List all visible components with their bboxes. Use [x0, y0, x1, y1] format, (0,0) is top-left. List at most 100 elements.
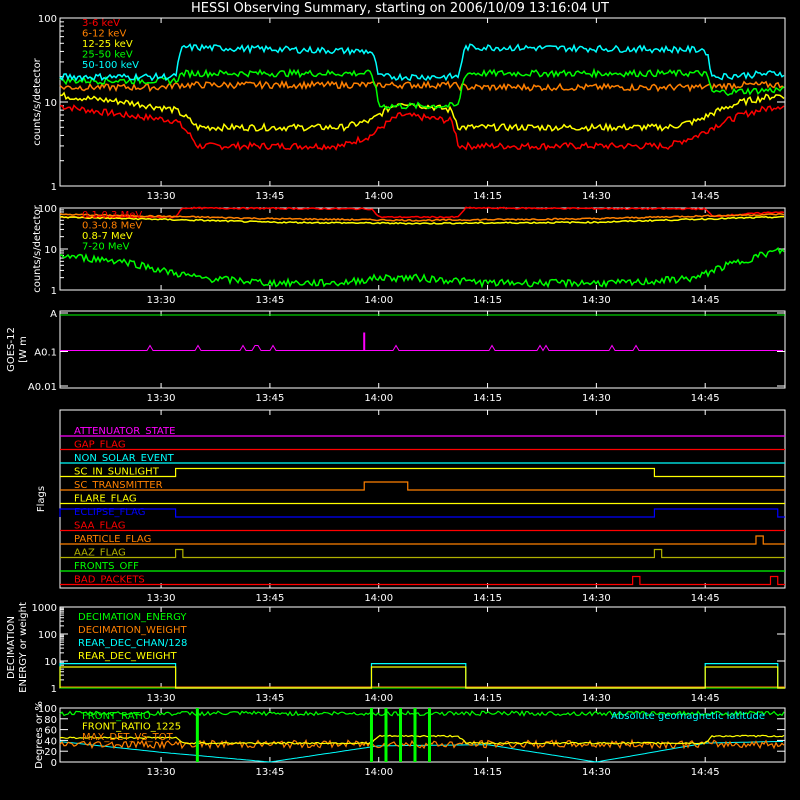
goes-ylabel-top: GOES-12 [6, 327, 17, 372]
counts_low-xtick-label: 14:15 [473, 191, 502, 202]
counts-high-series-line [59, 206, 785, 219]
goes-ylabel-bottom: [W m [18, 336, 29, 363]
flags-ylabel: Flags [36, 486, 47, 512]
decimation-legend-item: REAR_DEC_WEIGHT [78, 651, 177, 662]
flag-line [60, 467, 785, 478]
flags-xtick-label: 14:45 [691, 593, 720, 604]
ratios-ytick-label: 80 [44, 715, 57, 726]
decimation-xtick-label: 14:45 [691, 693, 720, 704]
counts_high-xtick-label: 14:00 [364, 295, 393, 306]
counts_high-ytick-label: 1 [51, 286, 57, 297]
counts_low-ytick-label: 10 [44, 98, 57, 109]
goes-ytick-label: A0.01 [28, 382, 57, 393]
flag-label: SAA_FLAG [74, 521, 125, 532]
counts_low-xtick-label: 13:30 [147, 191, 176, 202]
ratios-frame [59, 707, 786, 763]
decimation-ytick-label: 1 [51, 684, 57, 695]
counts-high-ylabel: counts/s/detector [32, 204, 43, 292]
ratios-ytick-label: 20 [44, 747, 57, 758]
ratios-xtick-label: 14:15 [473, 767, 502, 778]
ratios-xtick-label: 13:45 [255, 767, 284, 778]
counts_high-xtick-label: 13:30 [147, 295, 176, 306]
flag-line [60, 548, 785, 559]
goes-ytick-label: A0.1 [34, 348, 57, 359]
counts_low-xtick-label: 14:45 [691, 191, 720, 202]
ratios-xtick-label: 14:30 [582, 767, 611, 778]
flag-label: ATTENUATOR_STATE [74, 426, 175, 437]
ratios-xtick-label: 14:45 [691, 767, 720, 778]
decimation-ylabel-top: DECIMATION [6, 616, 17, 679]
flag-label: AAZ_FLAG [74, 548, 126, 559]
counts-low-series-line [59, 91, 785, 133]
decimation-series-line [59, 663, 785, 689]
goes-xtick-label: 14:30 [582, 393, 611, 404]
counts_low-legend-item: 6-12 keV [82, 29, 126, 40]
decimation-xtick-label: 14:30 [582, 693, 611, 704]
goes-xtick-label: 14:15 [473, 393, 502, 404]
goes-xtick-label: 14:45 [691, 393, 720, 404]
counts_high-ytick-label: 10 [44, 245, 57, 256]
ratios-xtick-label: 13:30 [147, 767, 176, 778]
counts_high-xtick-label: 14:30 [582, 295, 611, 306]
counts-high-series-line [59, 212, 785, 222]
decimation-xtick-label: 13:30 [147, 693, 176, 704]
decimation-legend-item: DECIMATION_ENERGY [78, 612, 187, 623]
ratios-front-line [59, 710, 785, 717]
decimation-series-line [59, 666, 785, 689]
decimation-xtick-label: 14:15 [473, 693, 502, 704]
counts_high-legend-item: 7-20 MeV [82, 242, 130, 253]
flag-label: SC_IN_SUNLIGHT [74, 467, 160, 478]
counts_low-ytick-label: 100 [38, 14, 57, 25]
flag-line [60, 481, 785, 491]
goes-xtick-label: 13:45 [255, 393, 284, 404]
flags-xtick-label: 14:30 [582, 593, 611, 604]
counts_high-xtick-label: 14:15 [473, 295, 502, 306]
ratios-ylabel: Degrees or % [34, 701, 45, 769]
flag-label: ECLIPSE_FLAG [74, 507, 145, 518]
counts_low-legend-item: 3-6 keV [82, 18, 120, 29]
counts_low-xtick-label: 14:30 [582, 191, 611, 202]
counts-low-ylabel: counts/s/detector [32, 57, 43, 145]
flag-label: FRONTS_OFF [74, 561, 139, 572]
goes-frame [59, 310, 786, 389]
flags-xtick-label: 14:00 [364, 593, 393, 604]
flag-label: BAD_PACKETS [74, 575, 145, 586]
chart-title: HESSI Observing Summary, starting on 200… [191, 1, 609, 16]
counts-high-series-line [60, 246, 785, 289]
counts_high-ytick-label: 100 [38, 204, 57, 215]
ratios-legend-item: FRONT_RATIO_1225 [82, 722, 181, 733]
flags-xtick-label: 13:45 [255, 593, 284, 604]
counts_low-legend-item: 50-100 keV [82, 60, 139, 71]
ratios-ytick-label: 100 [38, 704, 57, 715]
counts-low-series-line [59, 79, 785, 93]
counts_high-xtick-label: 13:45 [255, 295, 284, 306]
decimation-xtick-label: 13:45 [255, 693, 284, 704]
flag-label: GAP_FLAG [74, 440, 126, 451]
ratios-ytick-label: 0 [51, 758, 57, 769]
decimation-ylabel-bottom: ENERGY or weight [18, 602, 29, 693]
counts_low-ytick-label: 1 [51, 182, 57, 193]
goes-xtick-label: 14:00 [364, 393, 393, 404]
ratios-xtick-label: 14:00 [364, 767, 393, 778]
flags-xtick-label: 13:30 [147, 593, 176, 604]
decimation-ytick-label: 100 [38, 630, 57, 641]
counts_low-frame [59, 17, 786, 187]
decimation-ytick-label: 1000 [32, 603, 57, 614]
ratios-ytick-label: 60 [44, 726, 57, 737]
counts_high-legend-item: 0.3-0.8 MeV [82, 221, 142, 232]
flag-label: PARTICLE_FLAG [74, 534, 151, 545]
decimation-legend-item: REAR_DEC_CHAN/128 [78, 638, 187, 649]
ratios-legend-item: MAX_DET_VS_TOT [82, 732, 174, 743]
counts-low-series-line [59, 43, 785, 82]
counts_low-legend-item: 25-50 keV [82, 50, 133, 61]
counts-low-series-line [59, 104, 785, 151]
ratios-fr1225-line [59, 734, 785, 745]
decimation-legend-item: DECIMATION_WEIGHT [78, 625, 187, 636]
flag-line [59, 508, 785, 518]
flag-label: SC_TRANSMITTER [74, 480, 163, 491]
flag-line [60, 535, 785, 545]
counts_high-xtick-label: 14:45 [691, 295, 720, 306]
flags-frame [59, 409, 786, 589]
flag-label: NON_SOLAR_EVENT [74, 453, 175, 464]
